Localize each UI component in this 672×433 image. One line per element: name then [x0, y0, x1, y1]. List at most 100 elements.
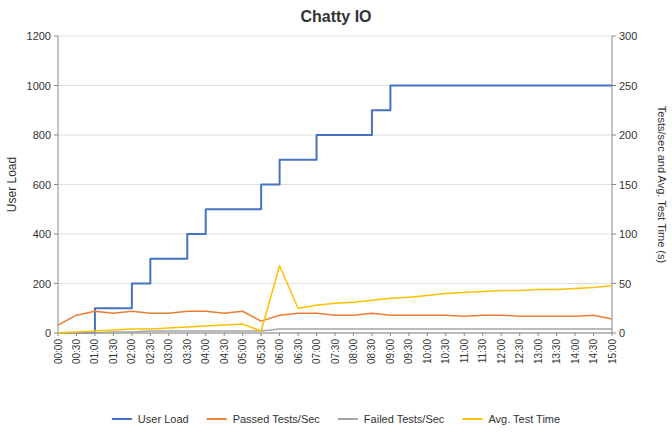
y2-tick-label: 100 [619, 228, 637, 240]
x-tick [224, 333, 225, 336]
x-tick-label: 12:00 [496, 339, 507, 364]
y2-axis-line [612, 36, 613, 333]
x-tick-label: 14:00 [570, 339, 581, 364]
legend: User Load Passed Tests/Sec Failed Tests/Se… [112, 413, 560, 425]
x-tick [242, 333, 243, 336]
y-tick-label: 400 [33, 228, 51, 240]
x-tick-label: 10:00 [422, 339, 433, 364]
x-tick [261, 333, 262, 336]
grid-line [58, 234, 612, 235]
x-tick-label: 06:30 [293, 339, 304, 364]
x-tick [371, 333, 372, 336]
x-tick [482, 333, 483, 336]
y2-axis-title: Tests/sec and Avg. Test Time (s) [656, 106, 668, 263]
x-tick-label: 13:30 [551, 339, 562, 364]
x-tick-label: 02:30 [145, 339, 156, 364]
x-tick [390, 333, 391, 336]
y-tick [54, 234, 58, 235]
legend-label: Avg. Test Time [488, 413, 560, 425]
chart: Chatty IO 0 200 400 600 800 1000 1200 0 50 100 150 2… [0, 0, 672, 433]
y2-tick-label: 0 [619, 327, 625, 339]
x-tick [593, 333, 594, 336]
x-tick-label: 08:00 [348, 339, 359, 364]
y-tick-label: 0 [45, 327, 51, 339]
legend-swatch [462, 418, 482, 420]
x-tick-label: 01:30 [108, 339, 119, 364]
x-tick [113, 333, 114, 336]
series-line [58, 266, 612, 333]
legend-label: User Load [138, 413, 189, 425]
y2-tick-label: 200 [619, 129, 637, 141]
x-tick-label: 00:00 [53, 339, 64, 364]
x-tick-label: 04:30 [219, 339, 230, 364]
legend-swatch [112, 418, 132, 420]
title: Chatty IO [300, 8, 371, 25]
grid [58, 36, 612, 333]
x-tick-label: 12:30 [514, 339, 525, 364]
y2-tick [612, 184, 616, 185]
legend-label: Passed Tests/Sec [233, 413, 321, 425]
y-axis-line [58, 36, 59, 333]
x-tick [335, 333, 336, 336]
y-tick-label: 600 [33, 179, 51, 191]
x-tick [501, 333, 502, 336]
x-tick-label: 07:00 [311, 339, 322, 364]
y-tick-label: 1200 [27, 30, 51, 42]
y-tick-label: 800 [33, 129, 51, 141]
x-tick [575, 333, 576, 336]
x-tick-label: 06:00 [274, 339, 285, 364]
y-tick [54, 36, 58, 37]
y-tick [54, 184, 58, 185]
x-tick [353, 333, 354, 336]
y2-tick [612, 234, 616, 235]
x-tick-label: 07:30 [330, 339, 341, 364]
legend-item: User Load [112, 413, 189, 425]
x-tick-label: 04:00 [200, 339, 211, 364]
y-tick-label: 1000 [27, 80, 51, 92]
y-axis-title: User Load [5, 157, 19, 212]
x-tick [316, 333, 317, 336]
y2-tick-label: 150 [619, 179, 637, 191]
x-tick-label: 13:00 [533, 339, 544, 364]
x-tick [556, 333, 557, 336]
y2-tick-label: 250 [619, 80, 637, 92]
y2-tick [612, 85, 616, 86]
y2-tick [612, 135, 616, 136]
y2-tick-label: 50 [619, 278, 631, 290]
x-tick [279, 333, 280, 336]
x-tick-label: 11:30 [477, 339, 488, 364]
y-tick-label: 200 [33, 278, 51, 290]
x-tick [519, 333, 520, 336]
series-line [58, 311, 612, 325]
x-tick [205, 333, 206, 336]
y2-tick [612, 283, 616, 284]
x-tick-label: 09:30 [403, 339, 414, 364]
legend-swatch [207, 418, 227, 420]
x-tick-label: 00:30 [71, 339, 82, 364]
x-tick [131, 333, 132, 336]
y2-tick [612, 36, 616, 37]
x-tick-label: 10:30 [440, 339, 451, 364]
x-tick-label: 11:00 [459, 339, 470, 364]
y-tick [54, 283, 58, 284]
legend-item: Failed Tests/Sec [338, 413, 445, 425]
legend-label: Failed Tests/Sec [364, 413, 445, 425]
x-tick [445, 333, 446, 336]
grid-line [58, 36, 612, 37]
x-tick-label: 05:30 [256, 339, 267, 364]
grid-line [58, 184, 612, 185]
x-tick [150, 333, 151, 336]
x-tick [612, 333, 613, 336]
x-tick-label: 01:00 [89, 339, 100, 364]
x-tick [427, 333, 428, 336]
legend-item: Passed Tests/Sec [207, 413, 321, 425]
y-tick [54, 135, 58, 136]
legend-swatch [338, 418, 358, 420]
y-tick [54, 333, 58, 334]
y2-tick [612, 333, 616, 334]
x-tick [298, 333, 299, 336]
x-tick [538, 333, 539, 336]
x-tick-label: 02:00 [126, 339, 137, 364]
x-tick-label: 08:30 [366, 339, 377, 364]
series-line [58, 86, 612, 334]
